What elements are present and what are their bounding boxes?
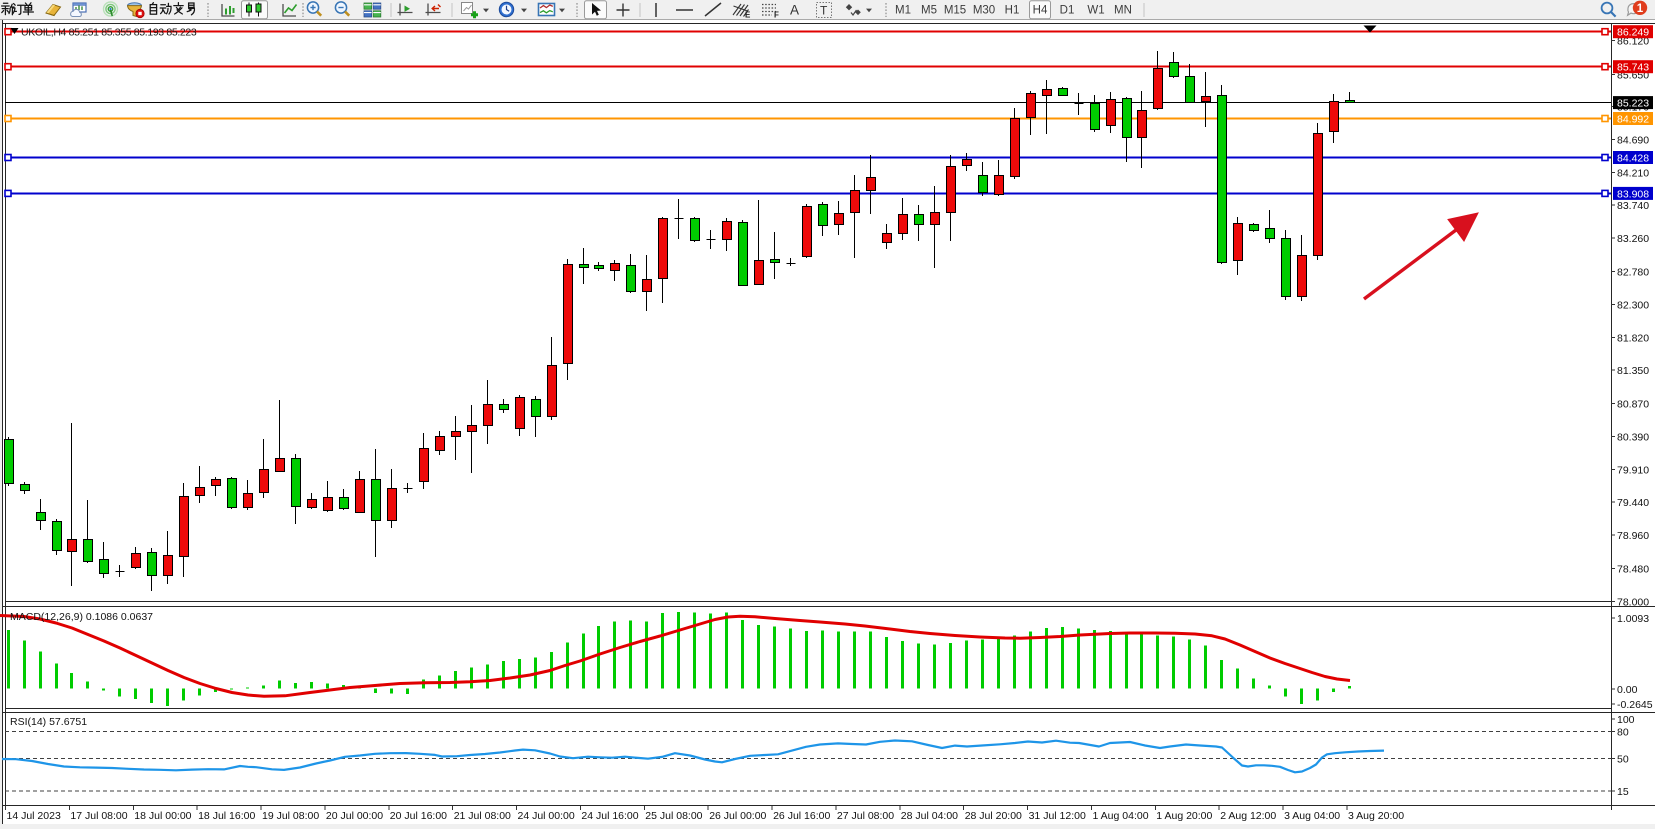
svg-text:26 Jul 00:00: 26 Jul 00:00 xyxy=(709,810,766,822)
svg-text:82.300: 82.300 xyxy=(1617,300,1649,312)
svg-text:15: 15 xyxy=(1617,786,1629,798)
svg-text:MACD(12,26,9) 0.1086 0.0637: MACD(12,26,9) 0.1086 0.0637 xyxy=(10,611,153,623)
svg-text:UKOIL,H4 85.251 85.355 85.193: UKOIL,H4 85.251 85.355 85.193 85.223 xyxy=(21,27,197,39)
svg-text:2 Aug 12:00: 2 Aug 12:00 xyxy=(1220,810,1276,822)
svg-text:80: 80 xyxy=(1617,727,1629,739)
svg-text:25 Jul 08:00: 25 Jul 08:00 xyxy=(645,810,702,822)
svg-text:50: 50 xyxy=(1617,754,1629,766)
svg-text:85.223: 85.223 xyxy=(1617,98,1649,110)
svg-text:85.743: 85.743 xyxy=(1617,62,1649,74)
svg-text:E: E xyxy=(745,11,751,20)
svg-text:H1: H1 xyxy=(1005,5,1020,17)
svg-text:81.350: 81.350 xyxy=(1617,365,1649,377)
svg-text:18 Jul 00:00: 18 Jul 00:00 xyxy=(134,810,191,822)
svg-text:84.210: 84.210 xyxy=(1617,168,1649,180)
svg-text:84.690: 84.690 xyxy=(1617,134,1649,146)
svg-text:W1: W1 xyxy=(1087,5,1104,17)
svg-text:78.000: 78.000 xyxy=(1617,597,1649,609)
svg-text:18 Jul 16:00: 18 Jul 16:00 xyxy=(198,810,255,822)
svg-text:3 Aug 04:00: 3 Aug 04:00 xyxy=(1284,810,1340,822)
svg-text:83.260: 83.260 xyxy=(1617,233,1649,245)
svg-text:H4: H4 xyxy=(1033,5,1048,17)
svg-text:1.0093: 1.0093 xyxy=(1617,613,1649,625)
svg-text:F: F xyxy=(774,11,779,20)
svg-text:84.428: 84.428 xyxy=(1617,153,1649,165)
svg-text:28 Jul 04:00: 28 Jul 04:00 xyxy=(901,810,958,822)
svg-text:19 Jul 08:00: 19 Jul 08:00 xyxy=(262,810,319,822)
svg-text:28 Jul 20:00: 28 Jul 20:00 xyxy=(965,810,1022,822)
svg-text:MN: MN xyxy=(1114,5,1132,17)
svg-text:86.249: 86.249 xyxy=(1617,27,1649,39)
svg-text:31 Jul 12:00: 31 Jul 12:00 xyxy=(1029,810,1086,822)
svg-text:79.910: 79.910 xyxy=(1617,465,1649,477)
svg-text:78.480: 78.480 xyxy=(1617,563,1649,575)
svg-text:82.780: 82.780 xyxy=(1617,266,1649,278)
svg-text:80.870: 80.870 xyxy=(1617,398,1649,410)
svg-text:80.390: 80.390 xyxy=(1617,431,1649,443)
svg-text:1: 1 xyxy=(1637,3,1644,15)
svg-text:79.440: 79.440 xyxy=(1617,497,1649,509)
svg-text:0.00: 0.00 xyxy=(1617,684,1638,696)
svg-text:24 Jul 16:00: 24 Jul 16:00 xyxy=(581,810,638,822)
svg-text:M15: M15 xyxy=(944,5,966,17)
svg-text:M30: M30 xyxy=(973,5,995,17)
svg-text:81.820: 81.820 xyxy=(1617,333,1649,345)
svg-text:26 Jul 16:00: 26 Jul 16:00 xyxy=(773,810,830,822)
svg-text:20 Jul 16:00: 20 Jul 16:00 xyxy=(390,810,447,822)
svg-text:T: T xyxy=(820,4,828,18)
svg-text:20 Jul 00:00: 20 Jul 00:00 xyxy=(326,810,383,822)
svg-text:D1: D1 xyxy=(1060,5,1075,17)
svg-text:M5: M5 xyxy=(921,5,937,17)
svg-text:78.960: 78.960 xyxy=(1617,530,1649,542)
svg-text:84.992: 84.992 xyxy=(1617,114,1649,126)
svg-text:27 Jul 08:00: 27 Jul 08:00 xyxy=(837,810,894,822)
svg-text:83.740: 83.740 xyxy=(1617,200,1649,212)
svg-text:1 Aug 04:00: 1 Aug 04:00 xyxy=(1093,810,1149,822)
svg-text:3 Aug 20:00: 3 Aug 20:00 xyxy=(1348,810,1404,822)
svg-text:83.908: 83.908 xyxy=(1617,188,1649,200)
svg-text:A: A xyxy=(790,3,799,18)
svg-text:21 Jul 08:00: 21 Jul 08:00 xyxy=(454,810,511,822)
svg-text:-0.2645: -0.2645 xyxy=(1617,699,1653,711)
svg-text:M1: M1 xyxy=(895,5,911,17)
svg-text:100: 100 xyxy=(1617,714,1635,726)
svg-text:14 Jul 2023: 14 Jul 2023 xyxy=(7,810,61,822)
svg-text:1 Aug 20:00: 1 Aug 20:00 xyxy=(1156,810,1212,822)
svg-text:RSI(14) 57.6751: RSI(14) 57.6751 xyxy=(10,716,87,728)
svg-text:17 Jul 08:00: 17 Jul 08:00 xyxy=(70,810,127,822)
svg-text:24 Jul 00:00: 24 Jul 00:00 xyxy=(518,810,575,822)
svg-text:86.120: 86.120 xyxy=(1617,36,1649,48)
